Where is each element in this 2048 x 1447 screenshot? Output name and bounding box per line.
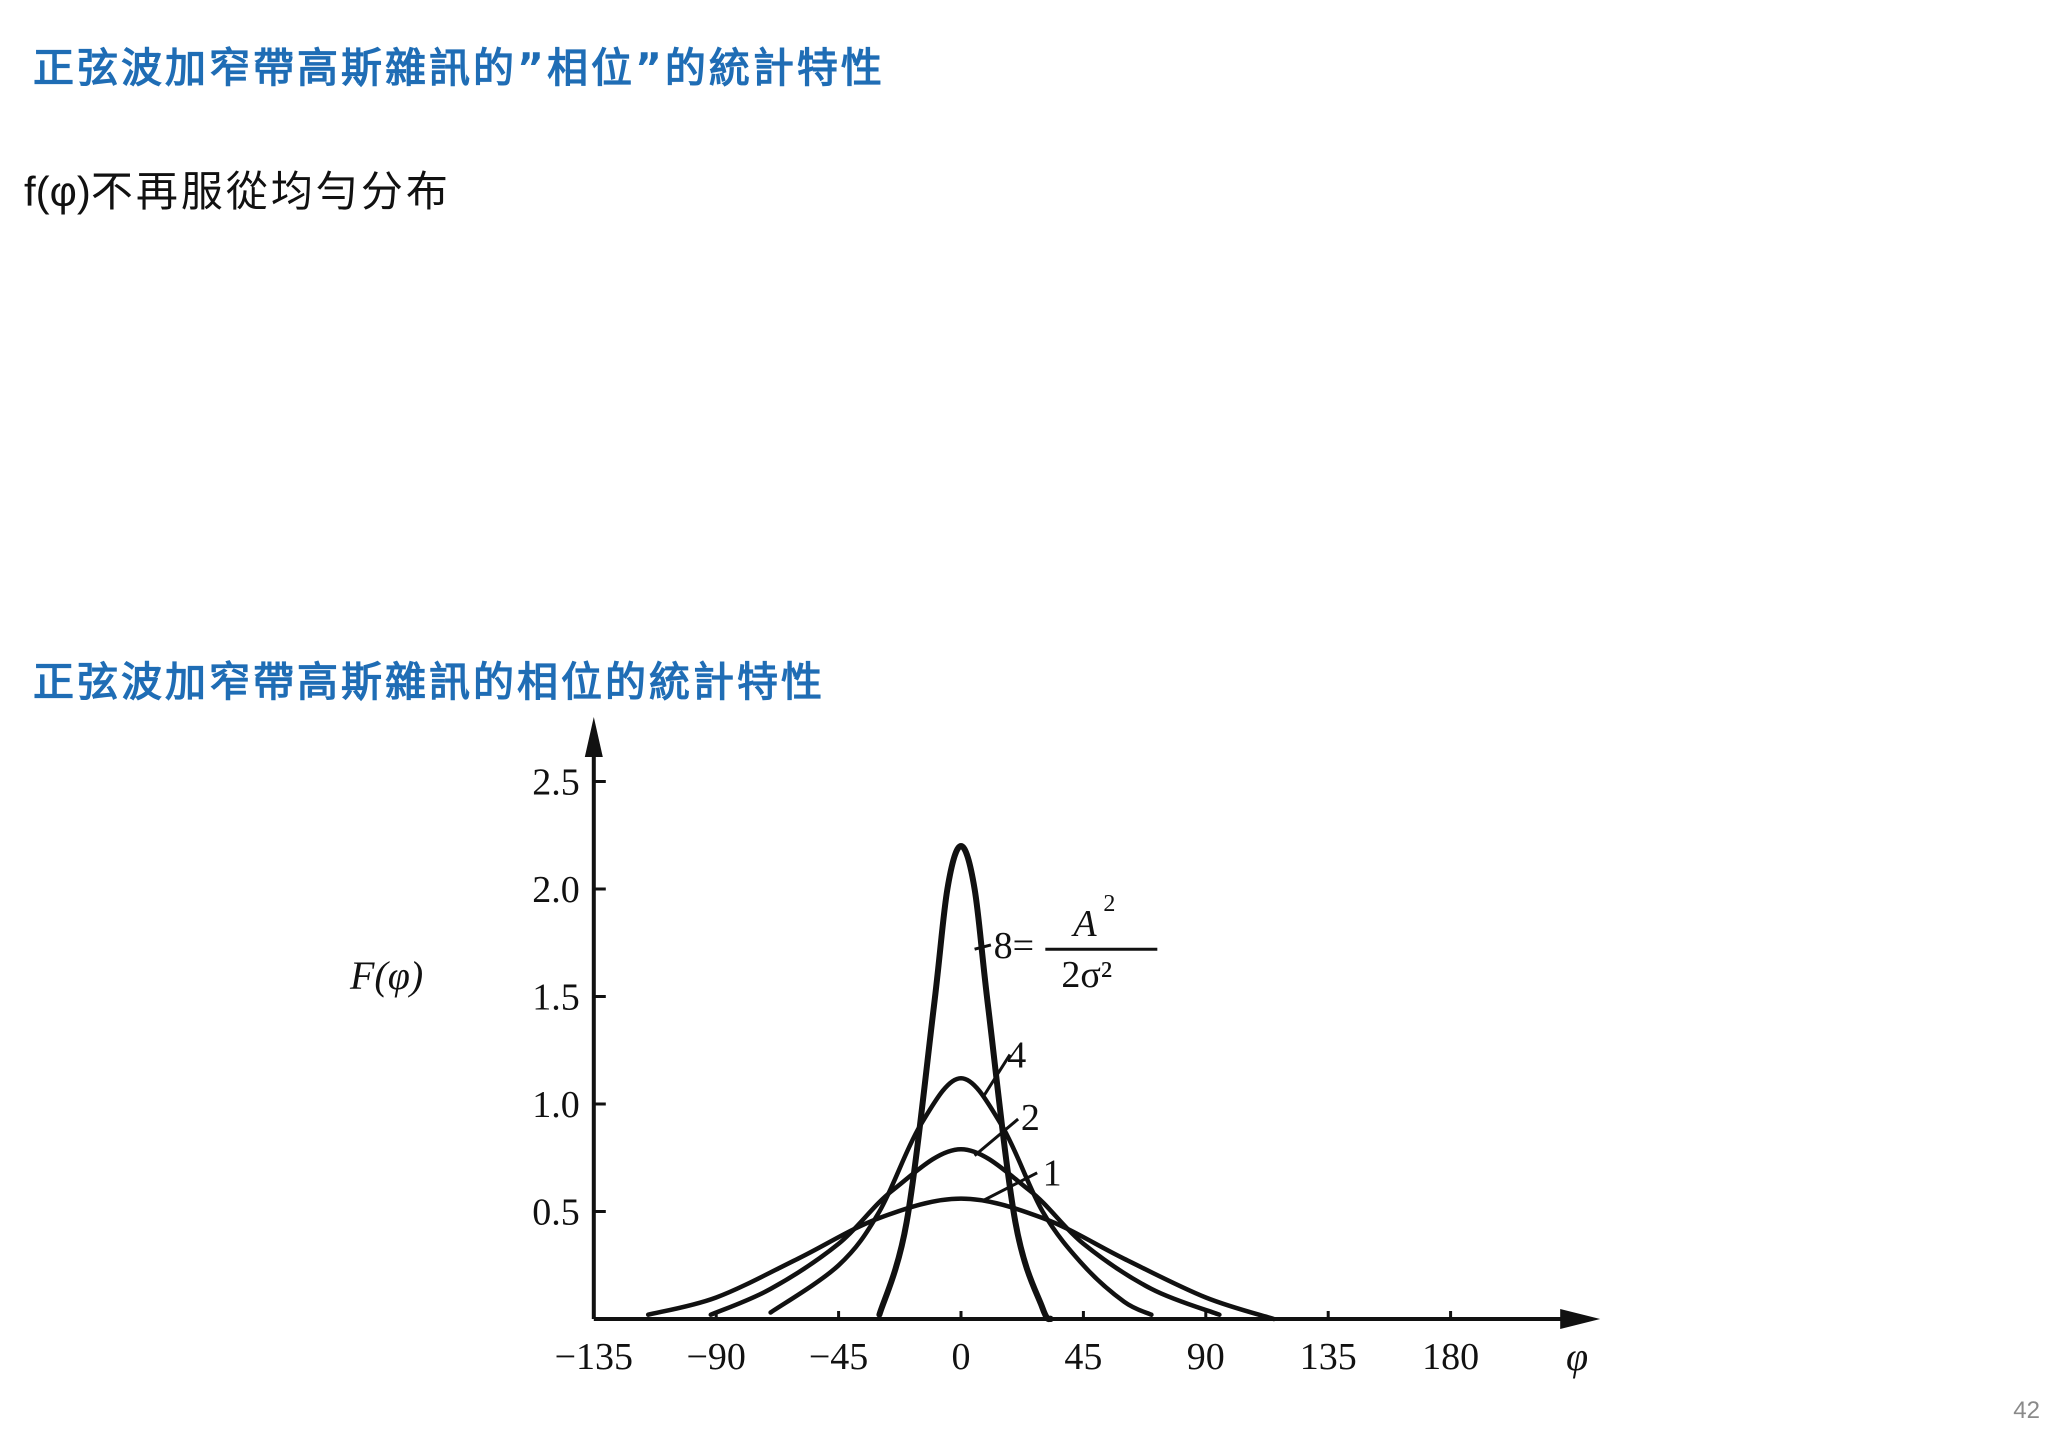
curve-label-8: 8=: [994, 925, 1034, 967]
curve-leader-lines: [973, 943, 1038, 1203]
tick-labels: −135 −90 −45 0 45 90 135 180 0.5 1.0 1.5 2.0 2.5: [532, 762, 1479, 1379]
x-axis-arrowhead: [1560, 1309, 1601, 1329]
curve-label-1: 1: [1043, 1153, 1062, 1195]
x-tick-label: −45: [809, 1336, 868, 1378]
curve-label-2: 2: [1021, 1097, 1040, 1139]
y-tick-label: 2.0: [532, 869, 580, 911]
x-tick-label: 0: [952, 1336, 971, 1378]
x-tick-label: −90: [686, 1336, 745, 1378]
x-tick-label: −135: [555, 1336, 633, 1378]
leader-line-2: [973, 1117, 1020, 1157]
slide-subtitle: f(φ)不再服從均勻分布: [24, 158, 451, 219]
snr-fraction: A 2 2σ²: [1045, 891, 1158, 996]
fraction-denominator: 2σ²: [1061, 954, 1112, 996]
leader-line-1: [982, 1171, 1038, 1203]
y-axis-arrowhead: [584, 717, 603, 757]
y-tick-label: 2.5: [532, 762, 580, 804]
leader-line-4: [981, 1053, 1012, 1099]
y-tick-label: 1.0: [532, 1084, 580, 1126]
figure-title: 正弦波加窄帶高斯雜訊的相位的統計特性: [33, 658, 825, 706]
curve-labels: 8= 4 21: [994, 925, 1062, 1195]
curve-label-4: 4: [1007, 1034, 1026, 1076]
y-tick-label: 0.5: [532, 1192, 580, 1234]
curve-1: [645, 1196, 1277, 1322]
density-function-label: f(φ): [24, 168, 91, 215]
y-tick-label: 1.5: [532, 977, 580, 1019]
curves: [645, 843, 1277, 1323]
page-number: 42: [2013, 1397, 2040, 1424]
x-axis-label: φ: [1566, 1334, 1588, 1379]
chart-axes: [584, 717, 1601, 1329]
x-tick-label: 180: [1422, 1336, 1479, 1378]
slide-title: 正弦波加窄帶高斯雜訊的”相位”的統計特性: [33, 44, 885, 92]
subtitle-text: 不再服從均勻分布: [90, 167, 451, 216]
fraction-exponent: 2: [1103, 891, 1115, 917]
y-axis-label: F(φ): [349, 953, 423, 998]
curve-4: [768, 1075, 1154, 1317]
curve-8: [876, 843, 1054, 1323]
curve-2: [708, 1146, 1222, 1317]
x-tick-label: 135: [1300, 1336, 1357, 1378]
x-tick-label: 45: [1064, 1336, 1102, 1378]
x-tick-label: 90: [1187, 1336, 1225, 1378]
tick-marks: [592, 780, 1453, 1319]
fraction-numerator: A: [1070, 903, 1097, 945]
leader-line-8: [974, 943, 992, 951]
